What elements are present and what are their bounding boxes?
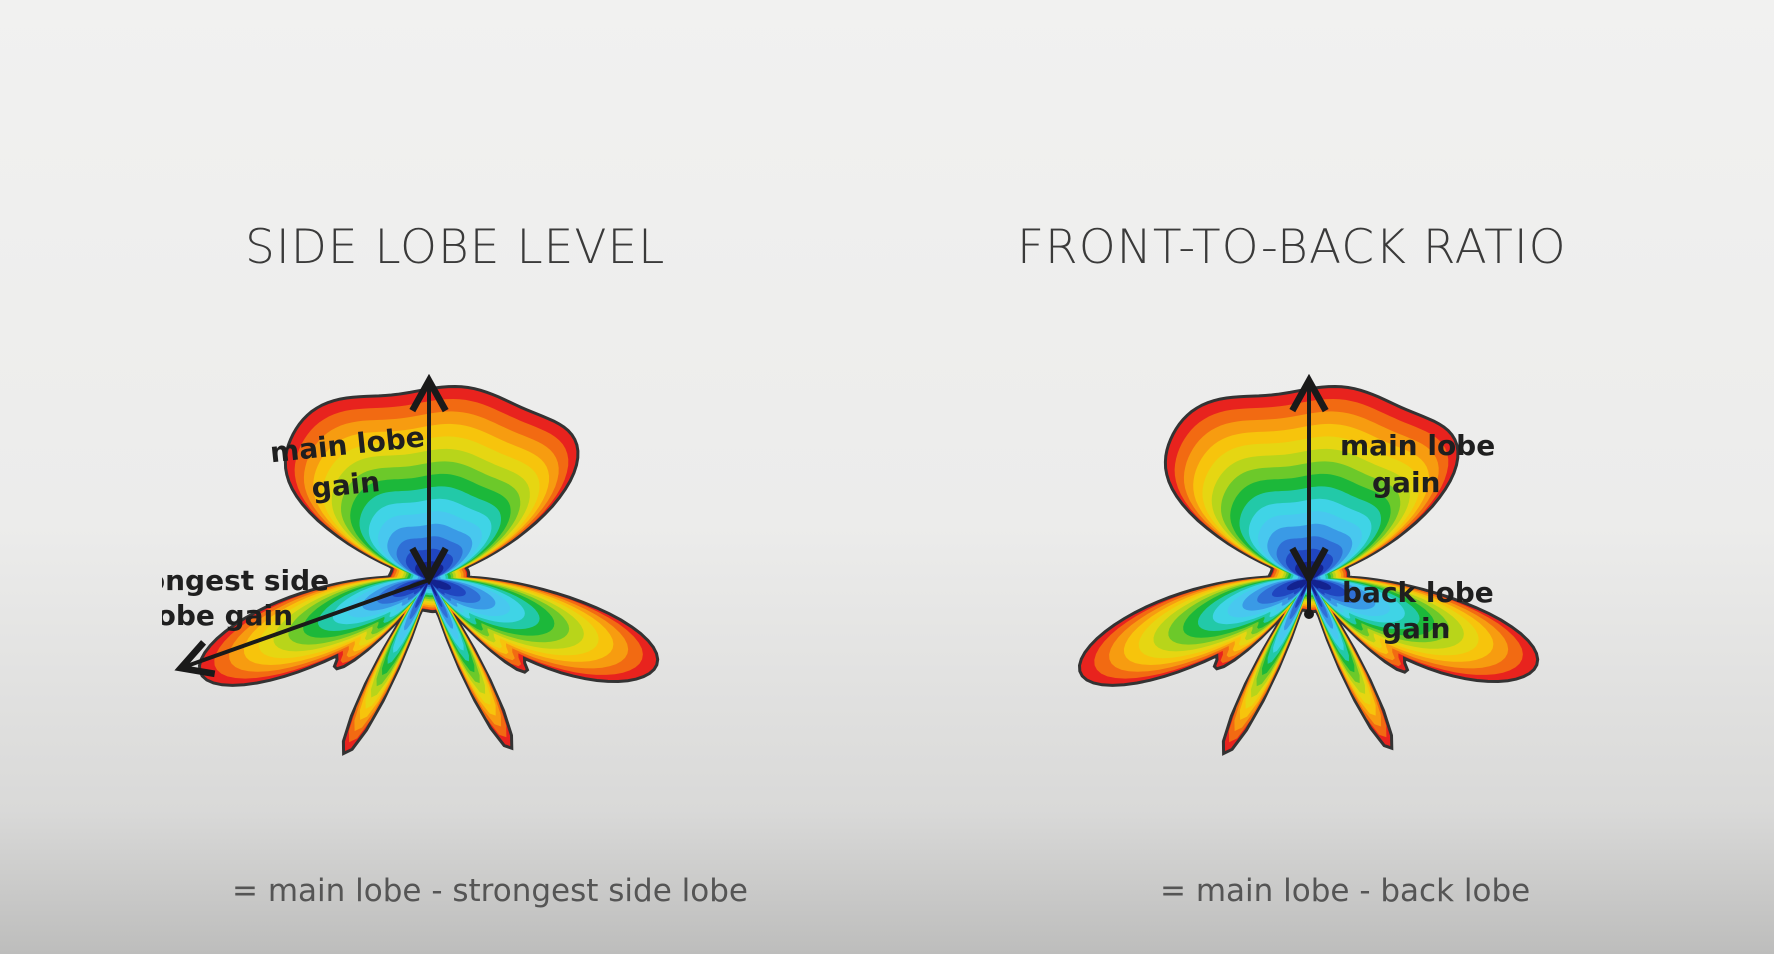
front-to-back-formula: = main lobe - back lobe — [1160, 873, 1531, 909]
radiation-pattern-diagram: main lobe gain back lobe gain — [1077, 370, 1540, 756]
back-lobe-arrow-tip — [1304, 609, 1314, 619]
side-lobe-level-formula: = main lobe - strongest side lobe — [232, 873, 748, 909]
side-lobe-gain-label-line1: strongest side — [162, 564, 329, 597]
side-lobe-arrow — [184, 578, 430, 667]
side-lobe-level-panel: SIDE LOBE LEVEL main lobe gain strongest… — [162, 220, 748, 909]
back-lobe-gain-label-line2: gain — [1382, 612, 1450, 645]
side-lobe-gain-label-line2: lobe gain — [162, 599, 293, 632]
main-lobe-gain-label-line1: main lobe — [1340, 429, 1495, 462]
back-lobe-gain-label-line1: back lobe — [1342, 576, 1494, 609]
main-lobe-gain-label-line2: gain — [1372, 466, 1440, 499]
radiation-pattern-diagram: main lobe gain strongest side lobe gain — [162, 370, 660, 756]
panel-title: SIDE LOBE LEVEL — [245, 220, 666, 275]
panel-title: FRONT-TO-BACK RATIO — [1017, 220, 1567, 275]
main-lobe-gain-label-line2: gain — [310, 465, 382, 505]
front-to-back-ratio-panel: FRONT-TO-BACK RATIO main lobe gain back … — [887, 0, 1774, 954]
